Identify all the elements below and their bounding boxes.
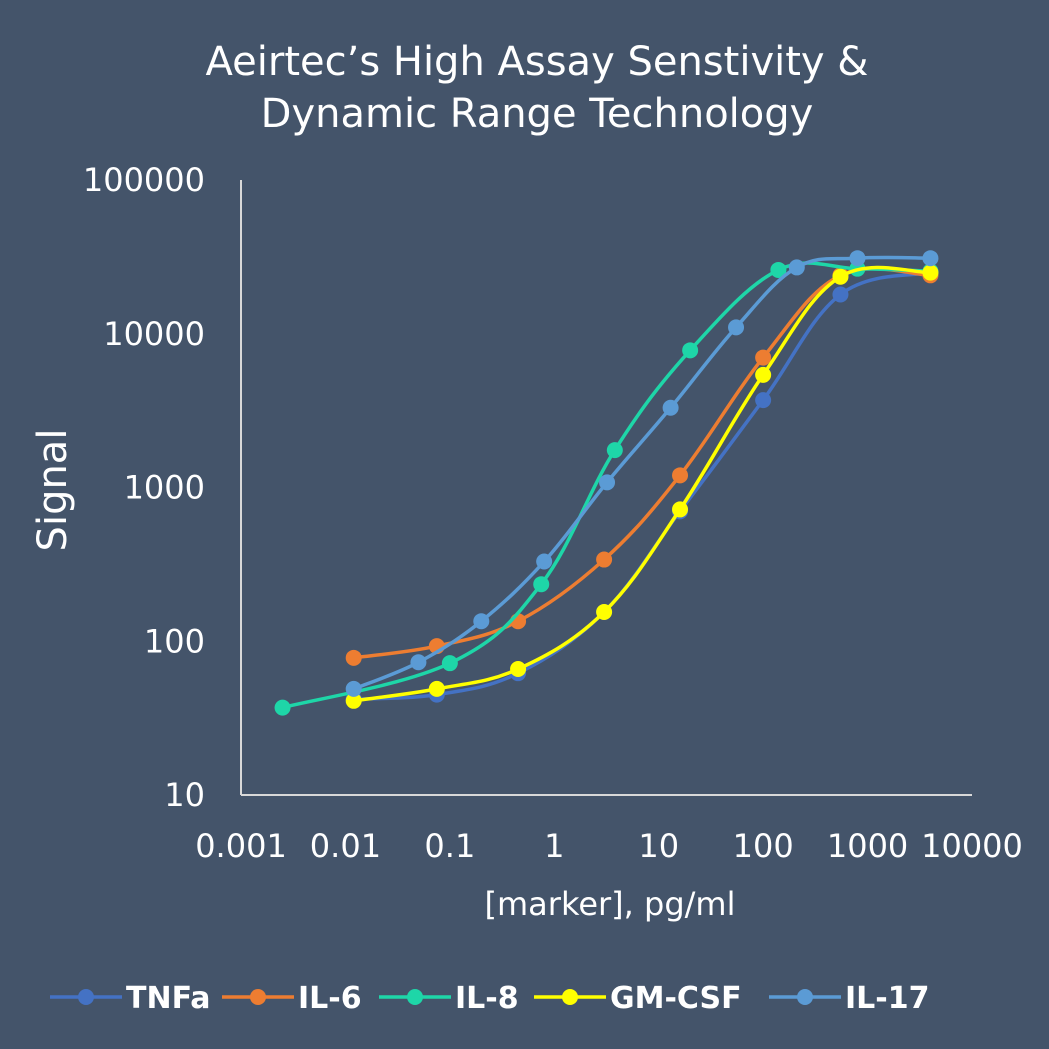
data-point-il-8	[682, 342, 699, 359]
x-tick-label: 0.001	[195, 827, 287, 865]
x-tick-label: 0.01	[310, 827, 381, 865]
data-point-il-6	[672, 467, 689, 484]
series-il-17	[345, 250, 939, 697]
data-point-gm-csf	[345, 692, 362, 709]
legend-item-il-8: IL-8	[379, 981, 519, 1016]
legend-item-il-6: IL-6	[222, 981, 362, 1016]
data-point-gm-csf	[755, 366, 772, 383]
data-point-il-17	[536, 553, 553, 570]
data-point-tnfa	[832, 286, 849, 303]
data-point-il-17	[662, 399, 679, 416]
data-point-il-17	[345, 680, 362, 697]
data-point-gm-csf	[832, 268, 849, 285]
series-line-il-17	[353, 255, 931, 691]
chart-title-line-1: Aeirtec’s High Assay Senstivity &	[205, 39, 868, 85]
legend-swatch-marker	[78, 989, 94, 1005]
data-point-il-8	[533, 576, 550, 593]
data-point-il-6	[345, 649, 362, 666]
legend-item-tnfa: TNFa	[50, 981, 211, 1016]
data-point-il-8	[441, 655, 458, 672]
data-point-gm-csf	[672, 501, 689, 518]
x-tick-label: 1	[544, 827, 564, 865]
series-il-6	[345, 267, 939, 666]
legend-label: IL-6	[298, 981, 362, 1016]
data-point-il-17	[922, 250, 939, 267]
chart-title-line-2: Dynamic Range Technology	[261, 91, 814, 137]
y-tick-label: 100000	[83, 161, 205, 199]
data-point-il-17	[849, 250, 866, 267]
series-line-il-6	[353, 267, 931, 660]
x-tick-label: 10000	[921, 827, 1023, 865]
data-point-gm-csf	[922, 264, 939, 281]
legend-label: GM-CSF	[610, 981, 742, 1016]
legend-label: IL-8	[455, 981, 519, 1016]
data-point-gm-csf	[510, 660, 527, 677]
y-tick-label: 100	[144, 622, 205, 660]
data-point-gm-csf	[428, 680, 445, 697]
data-point-il-8	[274, 699, 291, 716]
legend-item-gm-csf: GM-CSF	[534, 981, 742, 1016]
y-axis-label: Signal	[30, 429, 76, 552]
legend-label: TNFa	[126, 981, 211, 1016]
legend-swatch-marker	[250, 989, 266, 1005]
data-point-il-8	[770, 261, 787, 278]
y-tick-label: 10000	[103, 315, 205, 353]
x-axis-label: [marker], pg/ml	[485, 885, 736, 923]
x-tick-label: 100	[733, 827, 794, 865]
y-tick-label: 1000	[124, 469, 205, 507]
legend: TNFa IL-6 IL-8 GM-CSF IL-17	[50, 981, 929, 1016]
x-tick-label: 10	[638, 827, 679, 865]
data-point-il-6	[755, 349, 772, 366]
data-point-il-8	[606, 442, 623, 459]
data-point-il-17	[473, 613, 490, 630]
data-point-gm-csf	[596, 603, 613, 620]
series-line-gm-csf	[353, 265, 931, 703]
legend-swatch-marker	[562, 989, 578, 1005]
legend-swatch-marker	[797, 989, 813, 1005]
data-point-il-17	[599, 474, 616, 491]
data-point-il-17	[410, 654, 427, 671]
series-gm-csf	[345, 264, 939, 709]
data-point-il-17	[788, 259, 805, 276]
series-layer	[274, 250, 939, 716]
data-point-il-17	[728, 319, 745, 336]
y-tick-label: 10	[164, 776, 205, 814]
legend-item-il-17: IL-17	[769, 981, 929, 1016]
x-tick-label: 1000	[827, 827, 908, 865]
legend-label: IL-17	[845, 981, 929, 1016]
x-tick-label: 0.1	[424, 827, 475, 865]
legend-swatch-marker	[407, 989, 423, 1005]
axes: 10 100 1000 10000 100000 0.001 0.01 0.1 1 10 100 10…	[83, 161, 1023, 865]
series-line-tnfa	[353, 270, 931, 701]
data-point-il-6	[596, 551, 613, 568]
data-point-tnfa	[755, 392, 772, 409]
